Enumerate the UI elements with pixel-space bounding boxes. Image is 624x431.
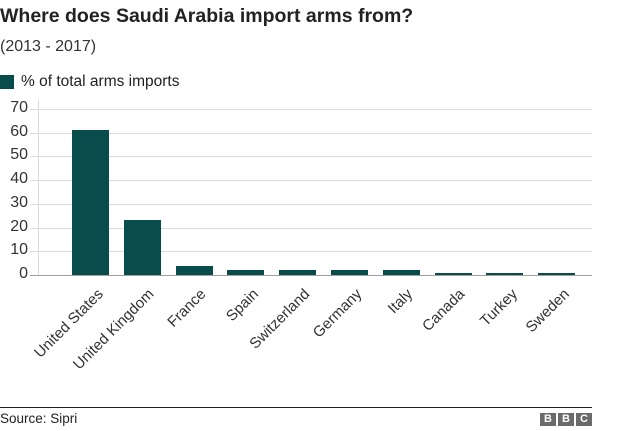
y-tick-label: 70 — [10, 99, 28, 116]
source-text: Source: Sipri — [0, 411, 78, 426]
gridline — [30, 251, 592, 252]
y-axis-line — [38, 100, 39, 275]
bar-spain — [227, 270, 264, 275]
y-tick-label: 30 — [10, 194, 28, 211]
bar-united-kingdom — [124, 220, 161, 275]
y-tick-label: 0 — [19, 265, 28, 282]
x-axis-line — [30, 275, 592, 276]
bar-sweden — [538, 272, 575, 275]
bbc-logo-letter: B — [540, 413, 556, 426]
gridline — [30, 133, 592, 134]
gridline — [30, 156, 592, 157]
footer-divider — [0, 407, 592, 408]
bar-italy — [383, 270, 420, 275]
legend-swatch — [0, 75, 14, 89]
chart-subtitle: (2013 - 2017) — [0, 38, 97, 55]
x-tick-label: France — [164, 285, 210, 331]
bbc-logo-letter: B — [558, 413, 574, 426]
x-tick-label: Canada — [419, 285, 469, 335]
x-tick-label: Italy — [384, 285, 417, 318]
legend-label: % of total arms imports — [21, 73, 180, 90]
bar-united-states — [72, 130, 109, 275]
bbc-logo: B B C — [540, 413, 592, 426]
gridline — [30, 109, 592, 110]
y-tick-label: 10 — [10, 241, 28, 258]
gridline — [30, 180, 592, 181]
x-tick-label: Germany — [309, 285, 365, 342]
bar-turkey — [486, 272, 523, 275]
x-tick-label: Turkey — [476, 285, 521, 330]
gridline — [30, 228, 592, 229]
x-tick-label: Spain — [222, 285, 262, 325]
bar-france — [176, 265, 213, 275]
bar-germany — [331, 270, 368, 275]
y-tick-label: 50 — [10, 146, 28, 163]
gridline — [30, 204, 592, 205]
legend: % of total arms imports — [0, 73, 180, 90]
y-tick-label: 20 — [10, 218, 28, 235]
x-tick-label: Sweden — [522, 285, 573, 336]
bbc-logo-letter: C — [576, 413, 592, 426]
chart-title: Where does Saudi Arabia import arms from… — [0, 5, 414, 27]
bar-canada — [435, 272, 472, 275]
bar-switzerland — [279, 270, 316, 275]
y-tick-label: 60 — [10, 123, 28, 140]
y-tick-label: 40 — [10, 170, 28, 187]
